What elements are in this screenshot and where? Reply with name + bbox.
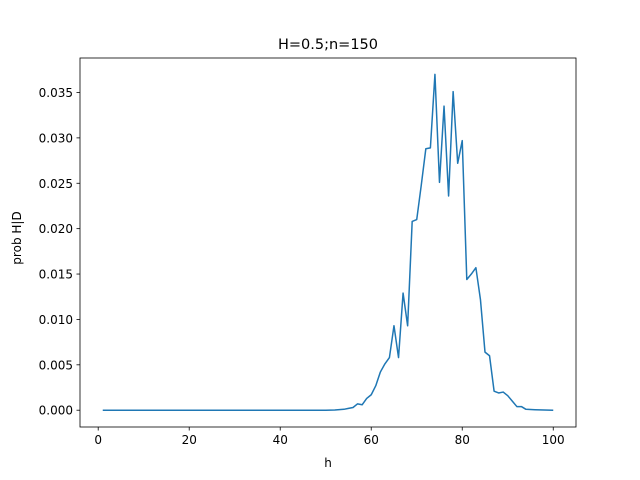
x-tick-label: 0 — [94, 433, 102, 447]
y-axis-ticks: 0.000 0.005 0.010 0.015 0.020 0.025 0.030 0.035 — [39, 86, 80, 418]
x-axis-label: h — [324, 456, 332, 470]
plot-area — [79, 57, 577, 428]
y-axis-label: prob H|D — [10, 211, 24, 264]
chart-title: H=0.5;n=150 — [278, 37, 378, 53]
x-tick-label: 40 — [273, 433, 288, 447]
y-tick-label: 0.025 — [39, 177, 73, 191]
x-tick-label: 20 — [182, 433, 197, 447]
y-tick-label: 0.015 — [39, 268, 73, 282]
axes-frame — [79, 57, 577, 428]
y-tick-label: 0.010 — [39, 313, 73, 327]
y-tick-label: 0.035 — [39, 86, 73, 100]
y-tick-label: 0.000 — [39, 404, 73, 418]
x-tick-label: 100 — [542, 433, 565, 447]
x-tick-label: 60 — [364, 433, 379, 447]
y-tick-label: 0.030 — [39, 131, 73, 145]
y-tick-label: 0.020 — [39, 222, 73, 236]
series-line — [102, 73, 554, 411]
x-axis-ticks: 0 20 40 60 80 100 — [94, 427, 565, 447]
y-tick-label: 0.005 — [39, 358, 73, 372]
x-tick-label: 80 — [455, 433, 470, 447]
